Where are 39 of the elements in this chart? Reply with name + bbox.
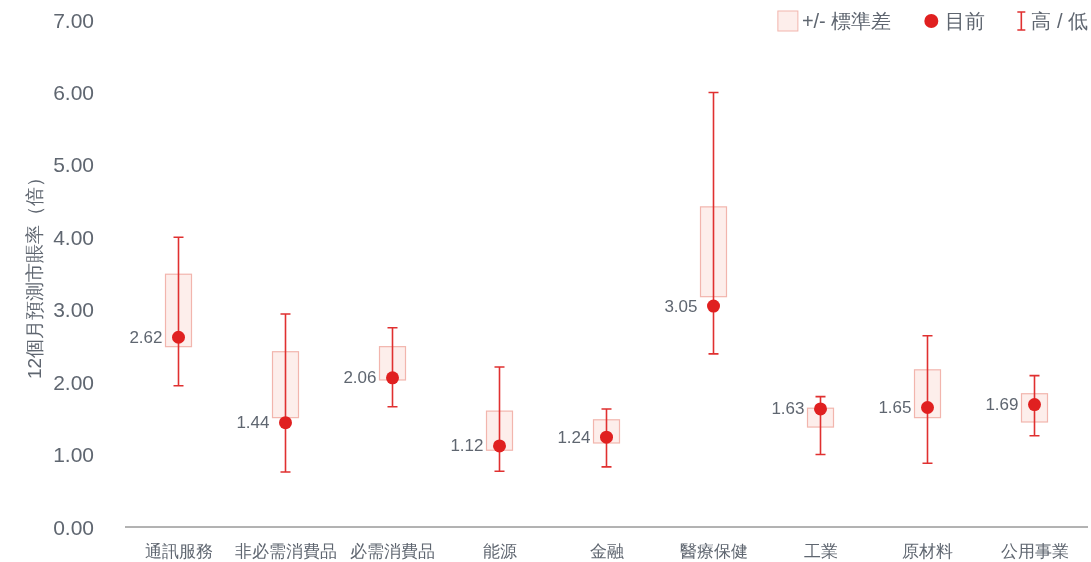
x-tick-label: 醫療保健 bbox=[679, 541, 748, 561]
data-label: 1.24 bbox=[557, 427, 591, 447]
x-tick-label: 原材料 bbox=[902, 541, 953, 561]
point bbox=[814, 402, 827, 416]
annotation: 高 / 低 bbox=[1031, 10, 1088, 32]
y-tick-label: 7.00 bbox=[53, 8, 94, 32]
legend-label: +/- 標準差 bbox=[801, 10, 892, 32]
x-tick-label: 通訊服務 bbox=[144, 541, 213, 561]
data-label: 3.05 bbox=[664, 296, 698, 316]
y-tick-label: 6.00 bbox=[53, 80, 94, 104]
point bbox=[279, 416, 292, 430]
point bbox=[493, 439, 506, 453]
x-tick-label: 必需消費品 bbox=[350, 541, 435, 561]
data-label: 1.12 bbox=[450, 436, 484, 456]
y-tick-label: 0.00 bbox=[53, 515, 94, 539]
y-tick-label: 5.00 bbox=[53, 153, 94, 177]
data-label: 1.63 bbox=[771, 399, 805, 419]
x-tick-label: 公用事業 bbox=[1000, 541, 1069, 561]
y-tick-label: 3.00 bbox=[53, 298, 94, 322]
y-tick-label: 4.00 bbox=[53, 225, 94, 249]
bar bbox=[699, 206, 728, 298]
x-tick-label: 金融 bbox=[589, 541, 624, 561]
bar bbox=[271, 351, 300, 419]
data-label: 2.06 bbox=[343, 368, 377, 388]
x-tick-label: 能源 bbox=[482, 541, 517, 561]
data-label: 1.65 bbox=[878, 397, 912, 417]
data-label: 1.69 bbox=[985, 395, 1019, 415]
point bbox=[386, 371, 399, 385]
y-axis-title: 12個月預測市賬率（倍） bbox=[23, 167, 45, 380]
y-tick-label: 2.00 bbox=[53, 370, 94, 394]
legend-label: 目前 bbox=[945, 10, 986, 32]
point bbox=[921, 400, 934, 414]
data-label: 2.62 bbox=[129, 327, 163, 347]
x-tick-label: 工業 bbox=[803, 541, 838, 561]
point bbox=[707, 299, 720, 313]
data-label: 1.44 bbox=[236, 413, 270, 433]
x-tick-label: 非必需消費品 bbox=[234, 541, 337, 561]
point bbox=[172, 330, 185, 344]
y-tick-label: 1.00 bbox=[53, 443, 94, 467]
